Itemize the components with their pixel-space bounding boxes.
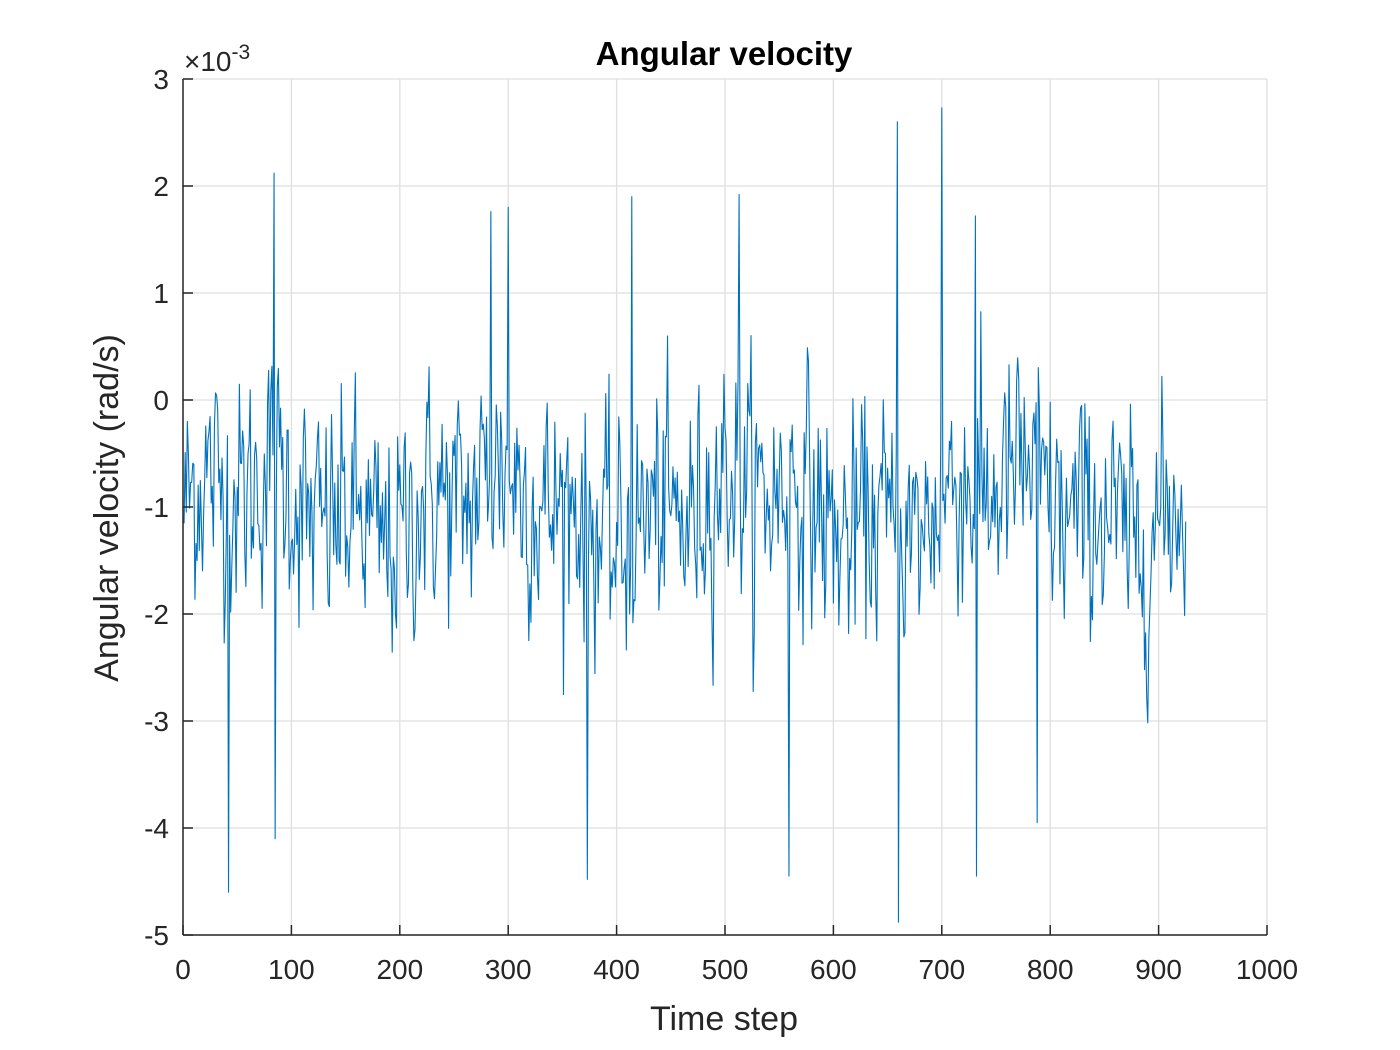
y-tick-label: 3 (153, 64, 169, 95)
x-tick-label: 900 (1135, 954, 1182, 985)
x-tick-label: 100 (268, 954, 315, 985)
y-axis-label: Angular velocity (rad/s) (88, 334, 126, 682)
x-tick-label: 1000 (1236, 954, 1298, 985)
x-tick-label: 700 (918, 954, 965, 985)
y-tick-label: -5 (144, 920, 169, 951)
series-layer (183, 107, 1187, 923)
x-tick-label: 300 (485, 954, 532, 985)
y-tick-label: -4 (144, 813, 169, 844)
x-tick-label: 600 (810, 954, 857, 985)
y-exponent-label: ×10-3 (184, 41, 250, 77)
chart-title: Angular velocity (596, 35, 853, 72)
y-tick-label: -2 (144, 599, 169, 630)
x-tick-label: 500 (702, 954, 749, 985)
svg-text:×10-3: ×10-3 (184, 41, 250, 77)
y-tick-label: 0 (153, 385, 169, 416)
y-tick-label: -1 (144, 492, 169, 523)
exponent-base: 10 (200, 46, 231, 77)
y-tick-label: 1 (153, 278, 169, 309)
x-tick-label: 400 (593, 954, 640, 985)
exponent-power: -3 (232, 41, 251, 64)
x-tick-label: 0 (175, 954, 191, 985)
y-tick-label: 2 (153, 171, 169, 202)
x-tick-label: 800 (1027, 954, 1074, 985)
y-tick-label: -3 (144, 706, 169, 737)
times-symbol: × (184, 46, 200, 77)
x-tick-label: 200 (376, 954, 423, 985)
x-axis-label: Time step (650, 1000, 798, 1038)
axes (182, 78, 1268, 936)
tick-labels: 0 100 200 300 400 500 600 700 800 900 1000 -5 -4 -3 -2… (144, 64, 1298, 985)
series-line (183, 107, 1187, 923)
